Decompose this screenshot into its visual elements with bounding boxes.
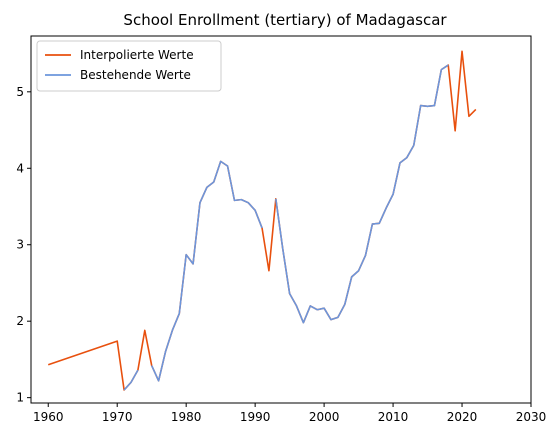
x-tick-label: 2020 [447, 410, 478, 424]
chart-title: School Enrollment (tertiary) of Madagasc… [123, 11, 447, 29]
y-tick-label: 3 [16, 238, 24, 252]
x-tick-label: 1990 [240, 410, 271, 424]
y-tick-label: 4 [16, 161, 24, 175]
x-tick-label: 1980 [171, 410, 202, 424]
series-line-interpolated [47, 50, 477, 391]
y-tick-label: 1 [16, 391, 24, 405]
series-line-existing [123, 64, 449, 391]
y-tick-label: 5 [16, 85, 24, 99]
series-layer [47, 50, 477, 391]
x-tick-label: 2010 [378, 410, 409, 424]
y-tick-label: 2 [16, 314, 24, 328]
legend: Interpolierte Werte Bestehende Werte [36, 40, 222, 92]
x-tick-label: 2000 [309, 410, 340, 424]
x-tick-label: 2030 [516, 410, 547, 424]
axes-frame [30, 35, 532, 404]
legend-label: Interpolierte Werte [80, 48, 194, 62]
x-tick-label: 1960 [33, 410, 64, 424]
legend-box [36, 40, 222, 92]
legend-label: Bestehende Werte [80, 68, 191, 82]
x-tick-label: 1970 [102, 410, 133, 424]
ticks-layer: 1960 1970 1980 1990 2000 2010 2020 2030 1 2 3 4 5 [16, 85, 546, 424]
